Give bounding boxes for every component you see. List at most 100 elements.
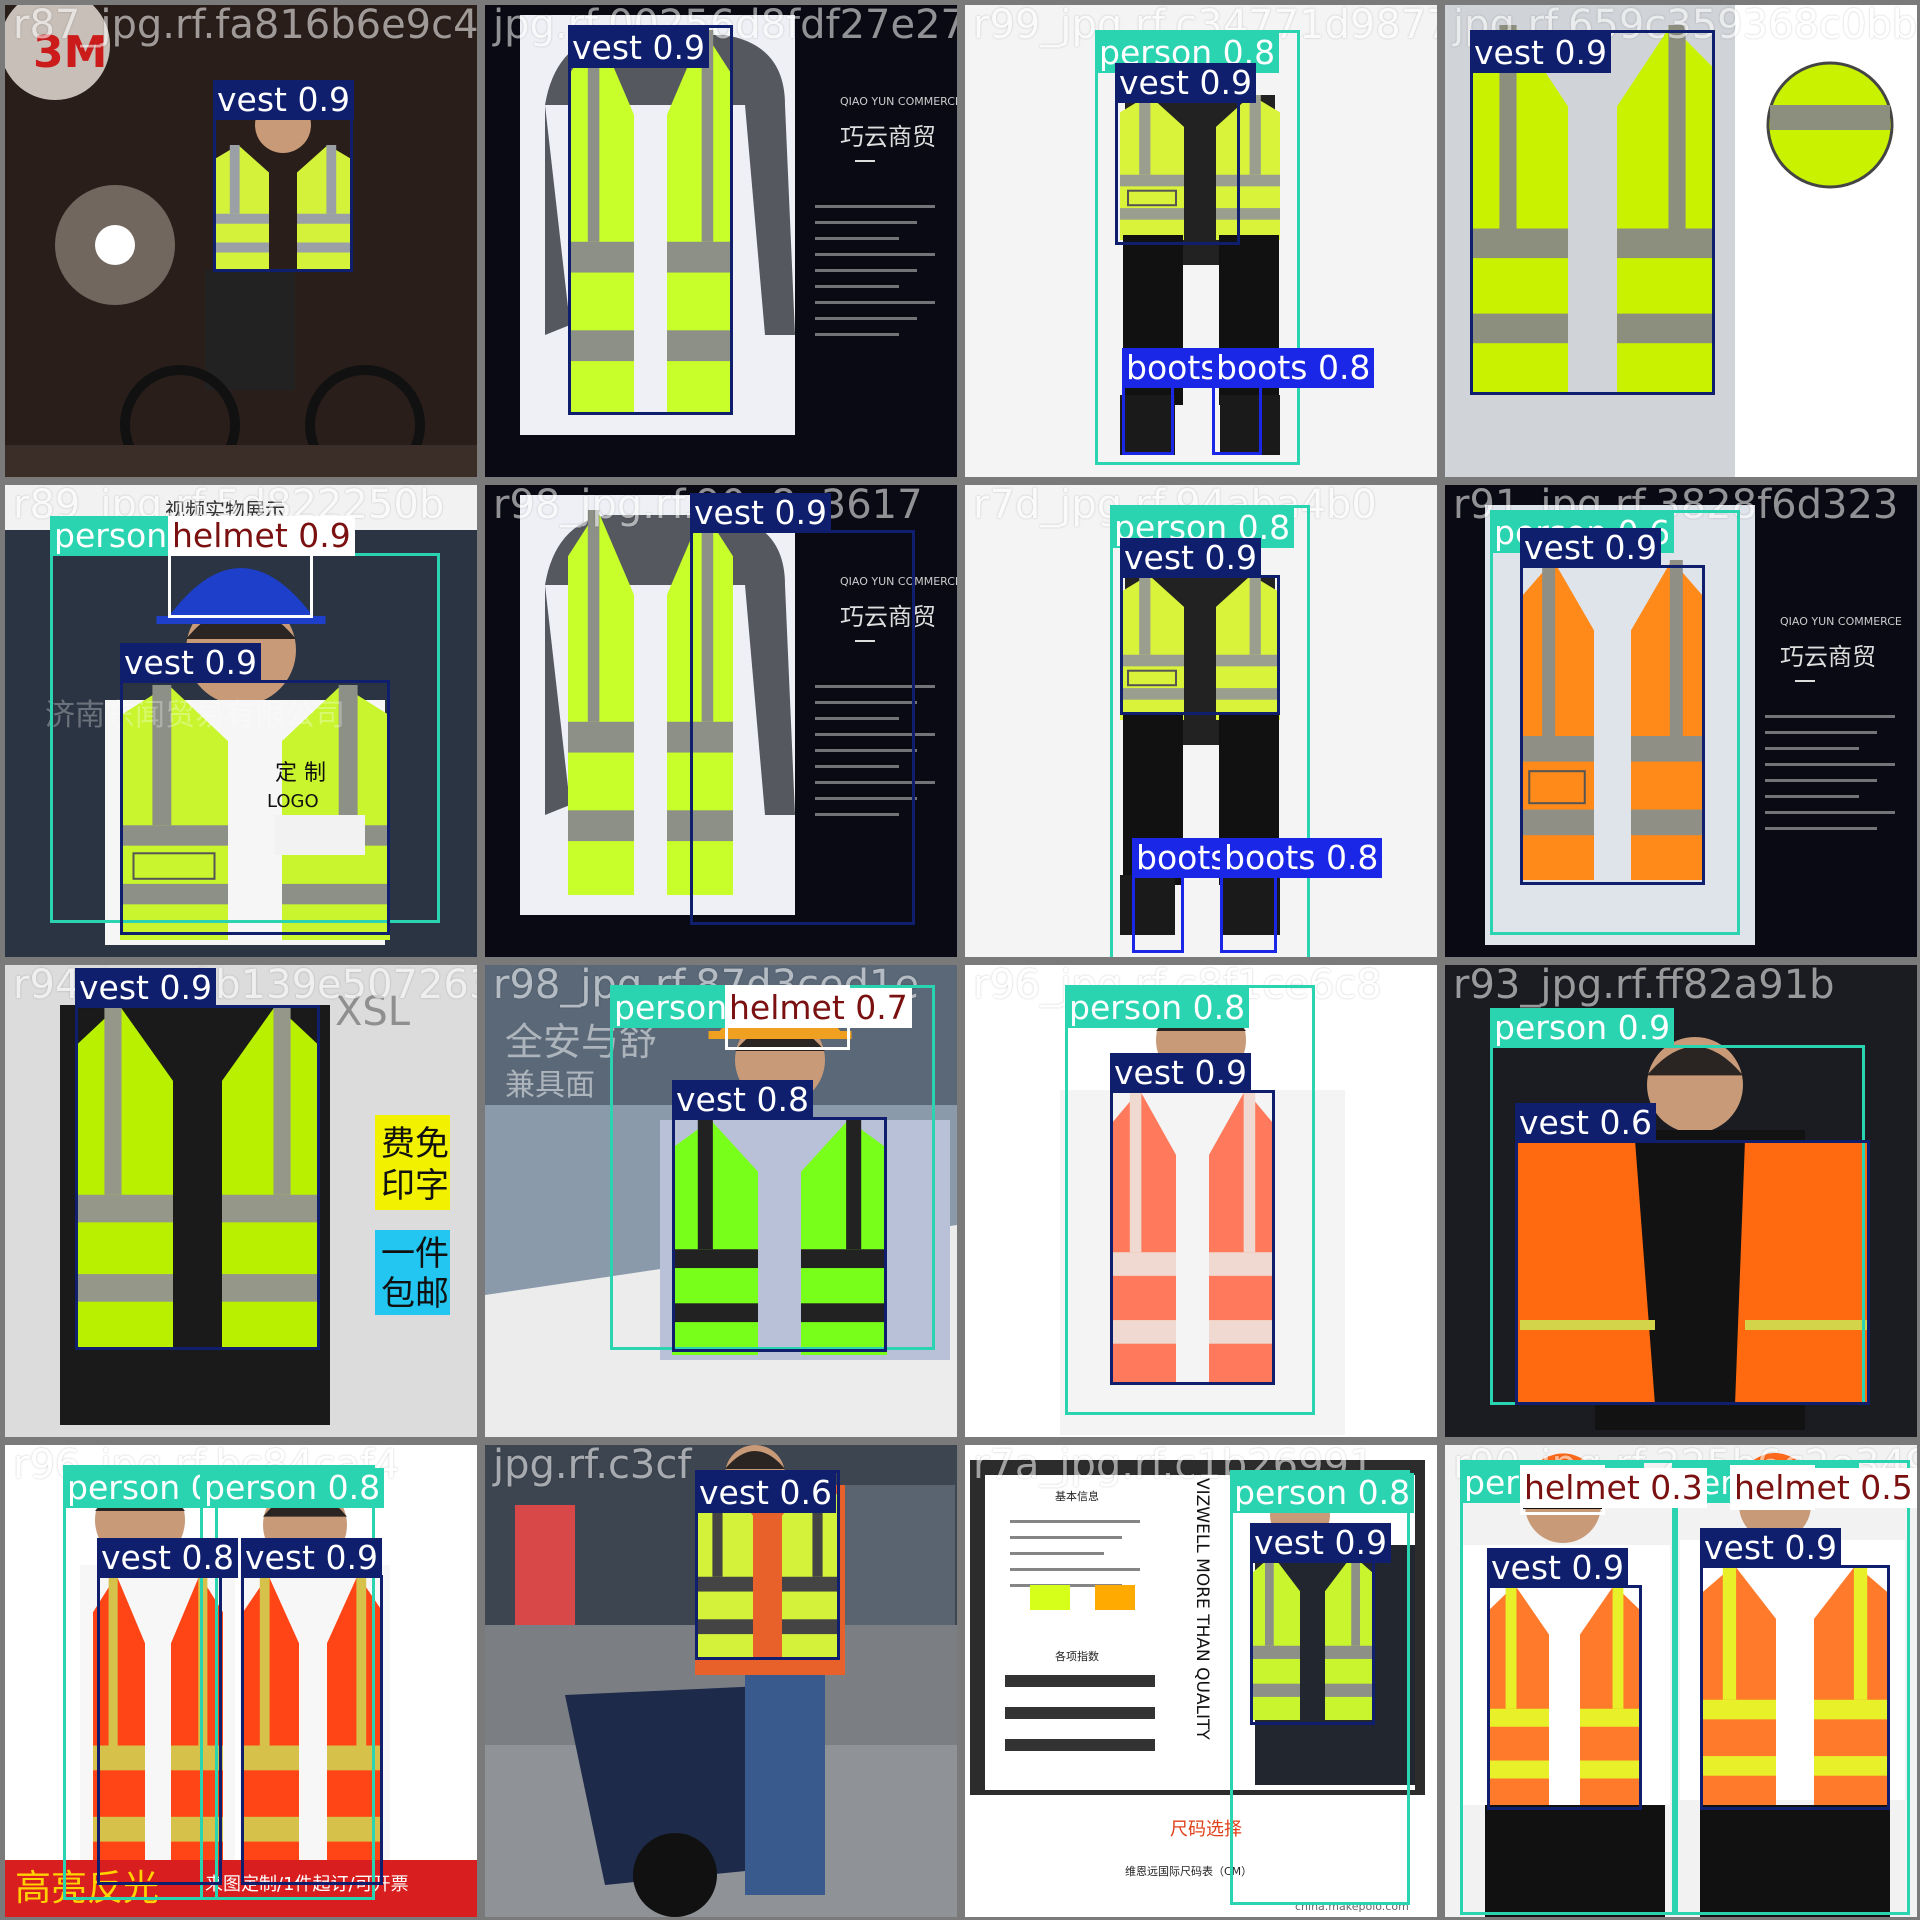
detection-box-helmet: helmet 0.5 — [1730, 1465, 1917, 1510]
mosaic-tile: jpg.rf.659c359368c0bb vest 0.9 — [1445, 5, 1917, 477]
svg-text:济南东闻贸易有限公司: 济南东闻贸易有限公司 — [45, 698, 345, 733]
detection-label: helmet 0.5 — [1730, 1468, 1917, 1508]
detection-label: helmet 0.7 — [725, 988, 912, 1028]
detection-box-vest: vest 0.9 — [568, 25, 733, 415]
tile-photo: QIAO YUN COMMERCE 巧云商贸 — [485, 5, 957, 477]
mosaic-tile: r7d_jpg.rf.94aba4b0 person 0.8 vest 0.9 boo… — [965, 485, 1437, 957]
detection-label: vest 0.6 — [1515, 1103, 1656, 1143]
svg-text:兼具面: 兼具面 — [505, 1068, 595, 1103]
detection-box-vest: vest 0.9 — [1110, 1053, 1275, 1385]
detection-box-vest: vest 0.9 — [1520, 528, 1705, 885]
detection-box-vest: vest 0.9 — [1487, 1548, 1642, 1810]
tile-photo-drawing: 视频实物展示 定 制 LOGO 济南东闻贸易有限公司 — [5, 485, 477, 957]
detection-label: vest 0.9 — [1110, 1053, 1251, 1093]
detection-label: vest 0.9 — [120, 643, 261, 683]
detection-box-vest: vest 0.9 — [1120, 538, 1280, 715]
mosaic-tile: 全安与舒 兼具面 r98_jpg.rf.87d3ced1e person 0.7 h… — [485, 965, 957, 1437]
tile-photo — [485, 1445, 957, 1917]
tile-photo — [1445, 1445, 1917, 1917]
detection-label: vest 0.9 — [75, 968, 216, 1008]
detection-box-helmet: helmet 0.7 — [725, 985, 912, 1050]
mosaic-tile: 视频实物展示 定 制 LOGO 济南东闻贸易有限公司 r89_jpg.rf.5d8… — [5, 485, 477, 957]
mosaic-tile: 高亮反光 来图定制/1件起订/可开票 r96_jpg.rf.bc84caf4 per… — [5, 1445, 477, 1917]
detection-box-vest: vest 0.9 — [1115, 63, 1256, 245]
svg-text:费免: 费免 — [381, 1124, 449, 1164]
detection-label: vest 0.9 — [1115, 63, 1256, 103]
tile-photo-drawing — [1445, 1445, 1917, 1917]
svg-text:QIAO YUN COMMERCE: QIAO YUN COMMERCE — [1780, 615, 1902, 628]
mosaic-tile: 基本信息 各项指数 VIZWELL MORE THAN QUALITY 尺码选择… — [965, 1445, 1437, 1917]
detection-label: vest 0.9 — [1700, 1528, 1841, 1568]
svg-text:巧云商贸: 巧云商贸 — [840, 603, 936, 631]
tile-filename: r87_jpg.rf.fa816b6e9c456f7898 — [13, 5, 477, 48]
tile-photo — [1445, 5, 1917, 477]
detection-box-vest: vest 0.9 — [1700, 1528, 1890, 1810]
tile-photo-drawing: QIAO YUN COMMERCE 巧云商贸 — [485, 485, 957, 957]
svg-text:3M: 3M — [33, 27, 107, 78]
detection-label: vest 0.8 — [672, 1080, 813, 1120]
detection-box-helmet: helmet 0.3 — [1520, 1465, 1707, 1515]
detection-box-vest: vest 0.9 — [120, 643, 390, 935]
detection-box-person: person 0.8 — [1230, 1470, 1415, 1905]
mosaic-tile: 3M r87_jpg.rf.fa816b6e9c456f7898vest 0.9 — [5, 5, 477, 477]
detection-box-vest: vest 0.9 — [75, 968, 320, 1350]
svg-text:包邮: 包邮 — [381, 1274, 449, 1314]
detection-box-person: person 0.8 — [200, 1465, 385, 1900]
detection-label: boots 0.8 — [1220, 838, 1383, 878]
detection-box-vest: vest 0.6 — [1515, 1103, 1870, 1405]
svg-text:巧云商贸: 巧云商贸 — [840, 123, 936, 151]
detection-label: vest 0.9 — [213, 80, 354, 120]
tile-photo: XSL 费免 印字 一件 包邮 — [5, 965, 477, 1437]
tile-photo-drawing: 基本信息 各项指数 VIZWELL MORE THAN QUALITY 尺码选择… — [965, 1445, 1437, 1917]
tile-photo: 全安与舒 兼具面 — [485, 965, 957, 1437]
mosaic-tile: r99_jpg.rf.c34771d9877953a9person 0.8ves… — [965, 5, 1437, 477]
mosaic-tile: QIAO YUN COMMERCE 巧云商贸 r91_jpg.rf.3828f6… — [1445, 485, 1917, 957]
tile-photo-drawing: QIAO YUN COMMERCE 巧云商贸 — [485, 5, 957, 477]
detection-label: vest 0.9 — [241, 1538, 382, 1578]
detection-box-boots: boots 0.8 — [1220, 838, 1383, 953]
detection-label: vest 0.8 — [97, 1538, 238, 1578]
detection-label: vest 0.9 — [1120, 538, 1261, 578]
tile-photo: 视频实物展示 定 制 LOGO 济南东闻贸易有限公司 — [5, 485, 477, 957]
mosaic-tile: XSL 费免 印字 一件 包邮 r94_jpg.rf.b139e5072639 ve… — [5, 965, 477, 1437]
detection-box-vest: vest 0.8 — [97, 1538, 238, 1885]
detection-label: person 0.8 — [1065, 988, 1250, 1028]
detection-label: vest 0.9 — [1470, 33, 1611, 73]
detection-label: helmet 0.3 — [1520, 1468, 1707, 1508]
detection-label: vest 0.9 — [568, 28, 709, 68]
tile-photo: QIAO YUN COMMERCE 巧云商贸 — [485, 485, 957, 957]
svg-text:XSL: XSL — [335, 989, 411, 1035]
detection-label: vest 0.6 — [695, 1473, 836, 1513]
detection-label: boots — [1132, 838, 1232, 878]
detection-label: vest 0.9 — [690, 493, 831, 533]
mosaic-tile: r90_jpg.rf.225b6c2e34930person 0.8person… — [1445, 1445, 1917, 1917]
detection-label: vest 0.9 — [1520, 528, 1661, 568]
detection-label: person 0.8 — [1230, 1473, 1415, 1513]
svg-text:一件: 一件 — [381, 1234, 449, 1274]
detection-box-vest: vest 0.8 — [672, 1080, 887, 1352]
detection-label: person 0.8 — [200, 1468, 385, 1508]
tile-photo-drawing — [1445, 5, 1917, 477]
svg-text:QIAO YUN COMMERCE: QIAO YUN COMMERCE — [840, 575, 957, 588]
detection-label: vest 0.9 — [1250, 1523, 1391, 1563]
detection-box-boots: boots — [1122, 348, 1222, 455]
mosaic-tile: QIAO YUN COMMERCE 巧云商贸 jpg.rf.00256d8fdf… — [485, 5, 957, 477]
tile-filename: r93_jpg.rf.ff82a91b — [1453, 965, 1835, 1008]
mosaic-tile: QIAO YUN COMMERCE 巧云商贸 r98_jpg.rf.90a8e3… — [485, 485, 957, 957]
tile-photo: 基本信息 各项指数 VIZWELL MORE THAN QUALITY 尺码选择… — [965, 1445, 1437, 1917]
svg-text:QIAO YUN COMMERCE: QIAO YUN COMMERCE — [840, 95, 957, 108]
detection-box-vest: vest 0.9 — [1250, 1523, 1391, 1725]
detection-label: vest 0.9 — [1487, 1548, 1628, 1588]
tile-photo-drawing — [485, 1445, 957, 1917]
detection-box-person: person 0.8 — [1065, 985, 1315, 1415]
detection-box-vest: vest 0.9 — [690, 493, 915, 925]
detection-box-vest: vest 0.9 — [213, 80, 354, 272]
svg-text:维恩远国际尺码表（CM）: 维恩远国际尺码表（CM） — [1125, 1864, 1252, 1878]
svg-text:巧云商贸: 巧云商贸 — [1780, 643, 1876, 671]
detection-label: person 0.9 — [1490, 1008, 1675, 1048]
svg-text:尺码选择: 尺码选择 — [1170, 1819, 1242, 1840]
detection-label: boots 0.8 — [1212, 348, 1375, 388]
tile-photo-drawing: XSL 费免 印字 一件 包邮 — [5, 965, 477, 1437]
detection-box-helmet: helmet 0.9 — [168, 516, 355, 618]
